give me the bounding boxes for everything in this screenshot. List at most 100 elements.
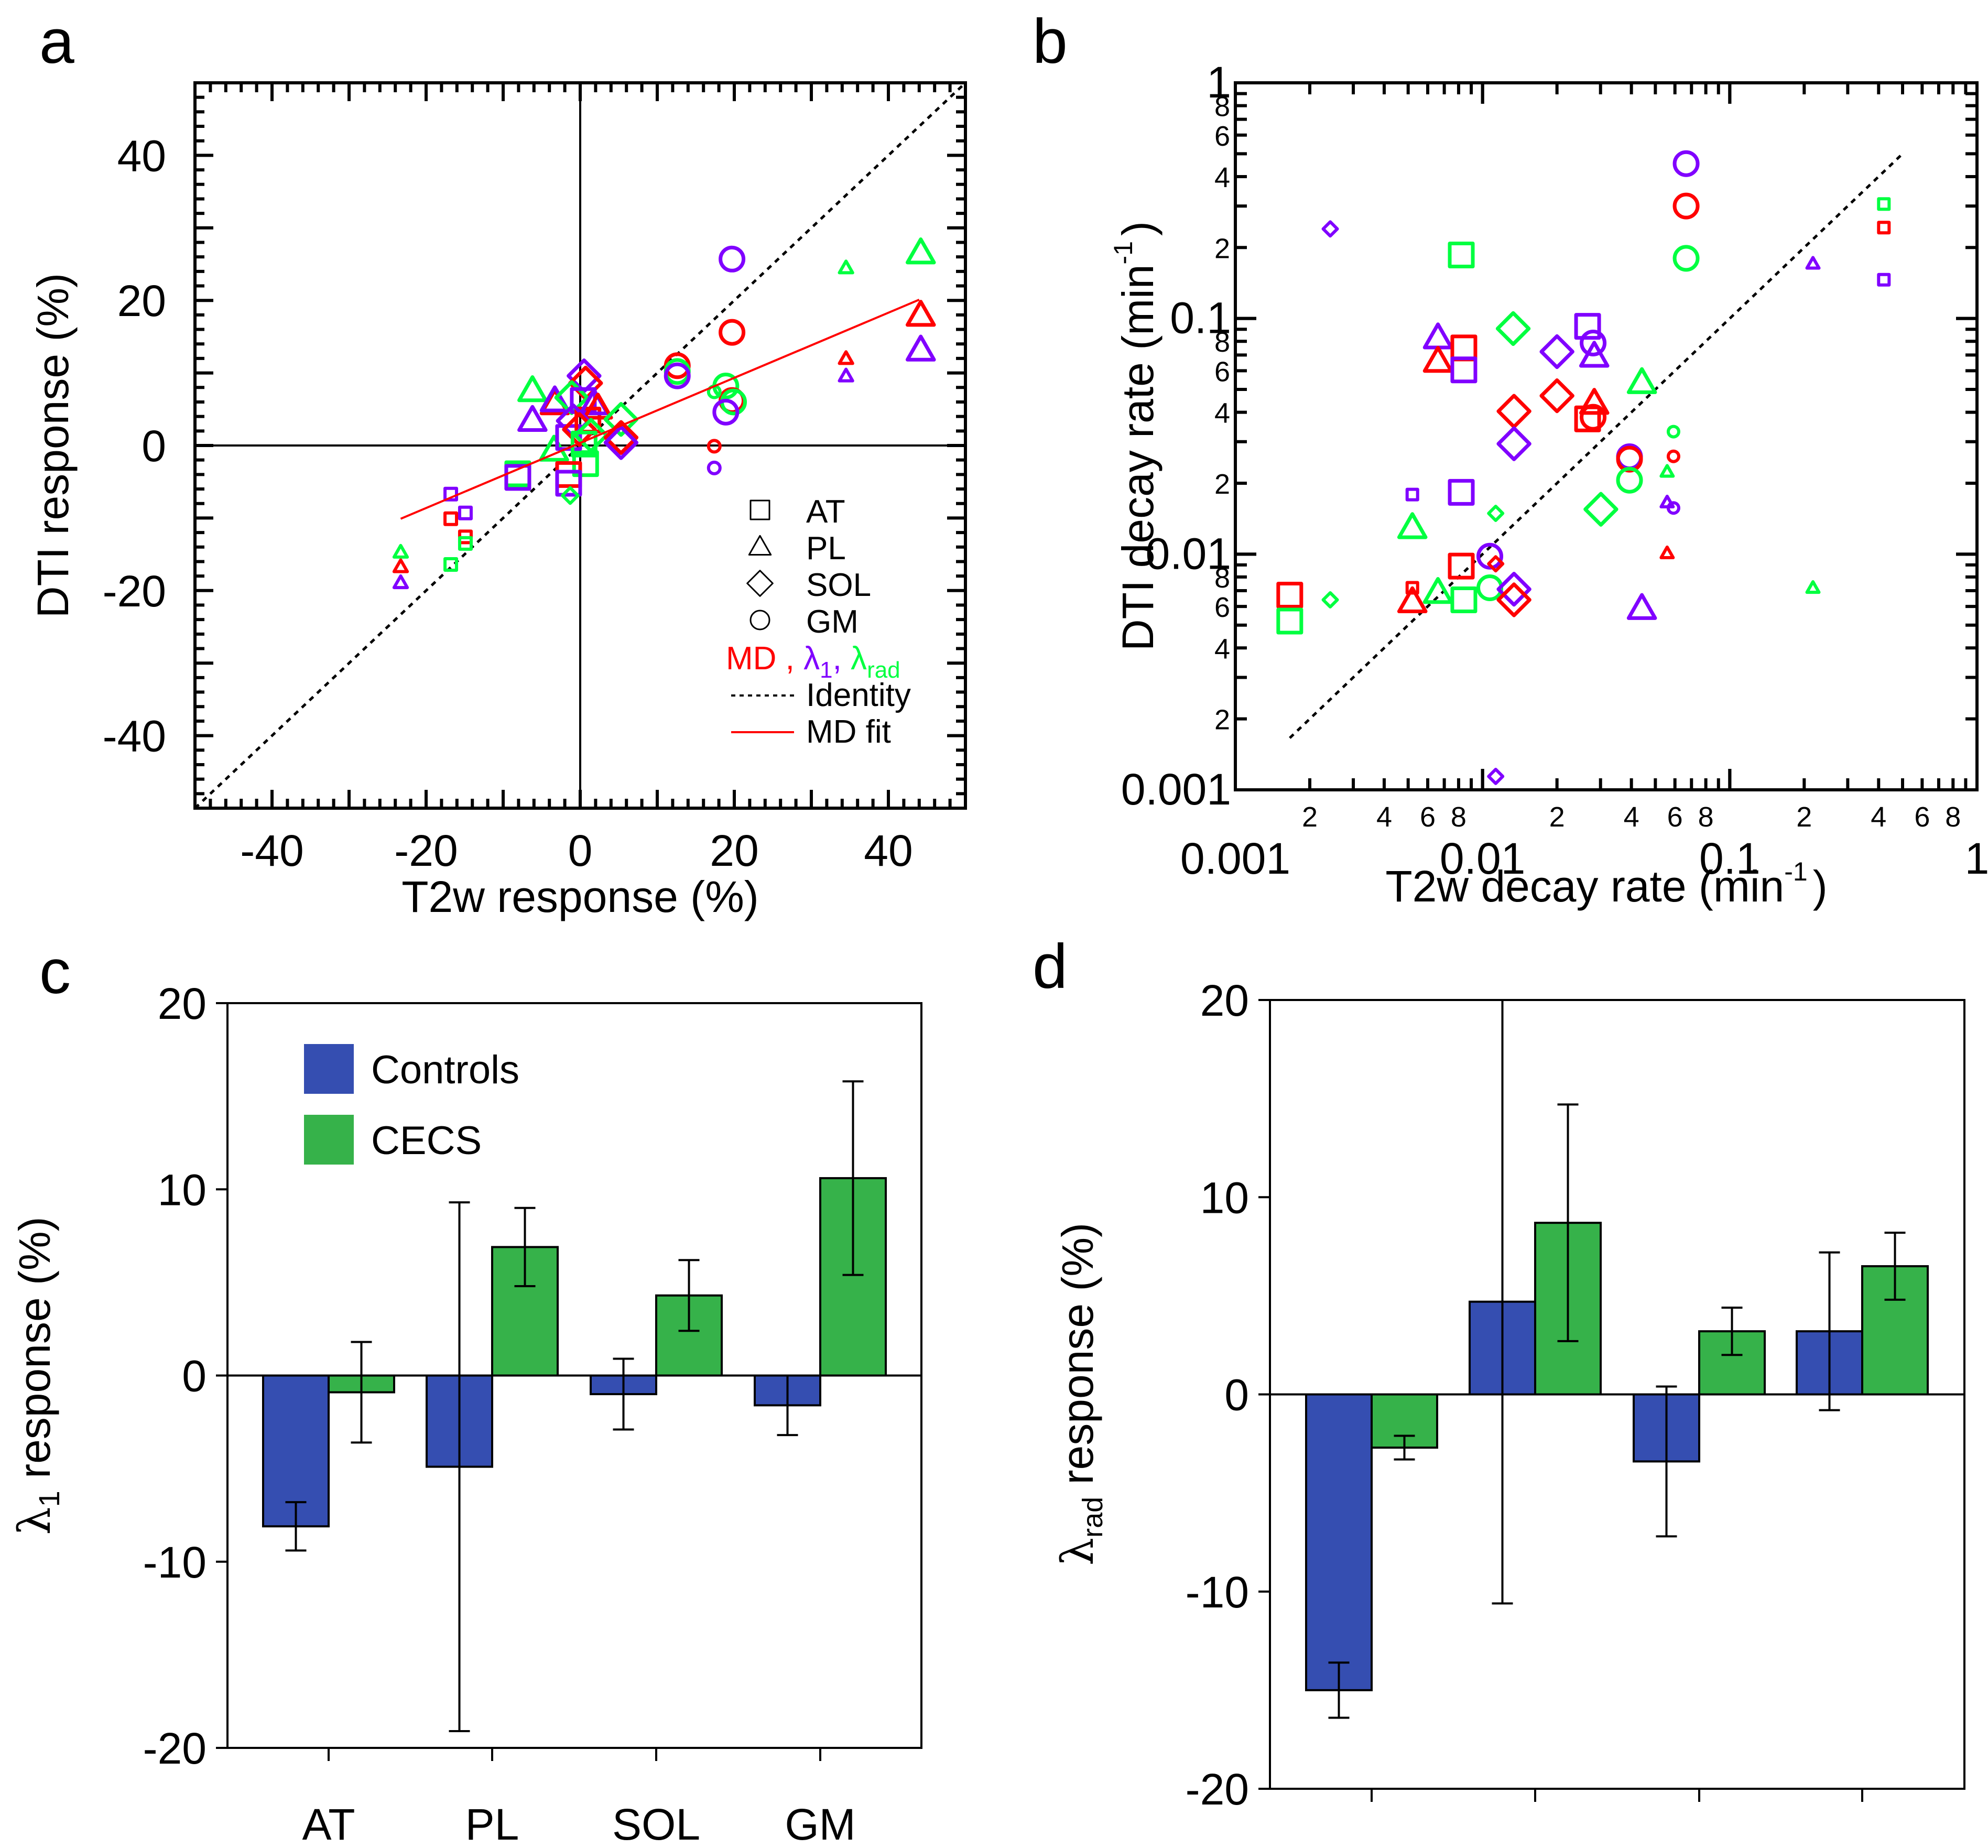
- chart-a-point: [838, 367, 854, 383]
- chart-a-xtick-label: -20: [394, 826, 458, 875]
- chart-b-point: [1666, 501, 1680, 515]
- chart-a-point: [504, 464, 531, 491]
- chart-b-ylabel: DTI decay rate (min-1): [1109, 221, 1163, 651]
- legend-label-cecs: CECS: [371, 1118, 482, 1163]
- legend-label: SOL: [806, 567, 871, 603]
- chart-b-point: [1450, 334, 1478, 362]
- panel-letter-a: a: [39, 6, 74, 77]
- chart-b-yminor-label: 8: [1214, 91, 1230, 123]
- chart-b-frame: [1234, 81, 1979, 791]
- chart-a-xtick-label: -40: [240, 826, 303, 875]
- chart-d-bar-cecs: [1371, 1393, 1438, 1449]
- chart-b-point: [1626, 593, 1657, 620]
- chart-a-point: [458, 536, 473, 551]
- chart-a-point: [443, 511, 459, 526]
- legend-metric-part: rad: [867, 657, 900, 683]
- chart-b-point: [1448, 241, 1475, 268]
- panel-letter-d: d: [1033, 931, 1068, 1002]
- chart-b-point: [1877, 197, 1891, 211]
- chart-a-xlabel: T2w response (%): [401, 872, 759, 921]
- legend-circle-icon: [749, 610, 770, 631]
- chart-b-point: [1877, 221, 1891, 235]
- chart-b-point: [1276, 607, 1303, 635]
- chart-b-yminor-label: 2: [1214, 704, 1230, 736]
- chart-d-category-label: PL: [1508, 1841, 1562, 1848]
- chart-b-point: [1397, 586, 1428, 614]
- chart-a-point: [719, 245, 746, 273]
- chart-b-identity-line: [1289, 153, 1904, 739]
- chart-a-ytick-label: 40: [117, 131, 166, 180]
- chart-a-xtick-label: 0: [568, 826, 593, 875]
- chart-d-ylabel: λrad response (%): [1052, 1223, 1109, 1566]
- chart-a-point: [664, 362, 691, 389]
- chart-b-point: [1539, 378, 1574, 414]
- chart-a-point: [561, 486, 580, 505]
- chart-b-xminor-label: 2: [1549, 801, 1565, 833]
- chart-c-ytick-label: 0: [182, 1352, 207, 1401]
- chart-b-ytick-label: 1: [1207, 58, 1231, 107]
- chart-b-point: [1666, 449, 1680, 463]
- chart-b-xlabel: T2w decay rate (min-1): [1385, 857, 1827, 911]
- chart-b-xminor-label: 4: [1624, 801, 1639, 833]
- chart-b-point: [1659, 464, 1675, 478]
- chart-a-point: [707, 460, 722, 475]
- chart-d-category-label: AT: [1345, 1841, 1398, 1848]
- chart-a-point: [392, 558, 409, 573]
- chart-c-ytick-label: -20: [143, 1724, 207, 1773]
- chart-a-ytick-label: 0: [142, 421, 166, 471]
- chart-b-point: [1496, 572, 1531, 607]
- chart-d-category-label: GM: [1827, 1841, 1897, 1848]
- chart-b-point: [1422, 346, 1453, 373]
- chart-b-point: [1321, 220, 1339, 238]
- chart-a-point: [573, 418, 609, 453]
- chart-b-xminor-label: 4: [1871, 801, 1886, 833]
- chart-b-point: [1805, 580, 1821, 594]
- panel-letter-b: b: [1033, 6, 1068, 77]
- chart-b-point: [1666, 425, 1680, 439]
- chart-a-xtick-label: 20: [710, 826, 758, 875]
- chart-c-bar: -20 -10 0 10 20 AT PL SOL GM λ1 response (%) Con…: [9, 979, 922, 1848]
- chart-a-point: [838, 350, 854, 365]
- chart-a-point: [570, 430, 598, 458]
- chart-b-xminor-label: 8: [1451, 801, 1466, 833]
- chart-b-point: [1405, 487, 1419, 502]
- chart-b-point: [1496, 426, 1531, 461]
- chart-b-xminor-label: 4: [1376, 801, 1392, 833]
- chart-b-xtick-label: 1: [1965, 834, 1988, 883]
- legend-triangle-icon: [748, 535, 772, 556]
- chart-b-point: [1616, 445, 1643, 473]
- chart-b-point: [1580, 404, 1607, 431]
- chart-a-point: [458, 505, 473, 520]
- chart-b-point: [1626, 367, 1657, 394]
- chart-b-point: [1448, 479, 1475, 506]
- legend-metric-part: λ: [803, 640, 820, 677]
- chart-b-yminor-label: 8: [1214, 562, 1230, 594]
- chart-d-ytick-label: -10: [1186, 1568, 1249, 1617]
- chart-b-ytick-label: 0.1: [1170, 293, 1231, 343]
- chart-b-point: [1583, 492, 1618, 527]
- chart-b-point: [1672, 150, 1700, 177]
- chart-b-point: [1450, 356, 1478, 384]
- chart-b-point: [1448, 552, 1475, 580]
- legend-swatch-controls: [304, 1044, 354, 1094]
- chart-d-bar-controls: [1305, 1393, 1373, 1691]
- legend-label-controls: Controls: [371, 1048, 519, 1092]
- chart-b-yminor-label: 4: [1214, 398, 1230, 429]
- chart-b-point: [1496, 582, 1531, 617]
- chart-b-yminor-label: 2: [1214, 233, 1230, 264]
- chart-b-point: [1672, 245, 1700, 272]
- chart-b-point: [1397, 512, 1428, 539]
- chart-b-xtick-label: 0.01: [1440, 834, 1526, 883]
- chart-a-point: [539, 385, 570, 412]
- chart-b-xtick-label: 0.1: [1699, 834, 1761, 883]
- chart-b-xminor-label: 6: [1420, 801, 1436, 833]
- chart-c-ylabel: λ1 response (%): [9, 1216, 66, 1535]
- chart-c-category-label: GM: [785, 1800, 855, 1848]
- chart-a-point: [905, 300, 936, 327]
- chart-d-ytick-label: 0: [1224, 1371, 1249, 1420]
- chart-b-yminor-label: 4: [1214, 162, 1230, 193]
- chart-a-point: [567, 358, 602, 394]
